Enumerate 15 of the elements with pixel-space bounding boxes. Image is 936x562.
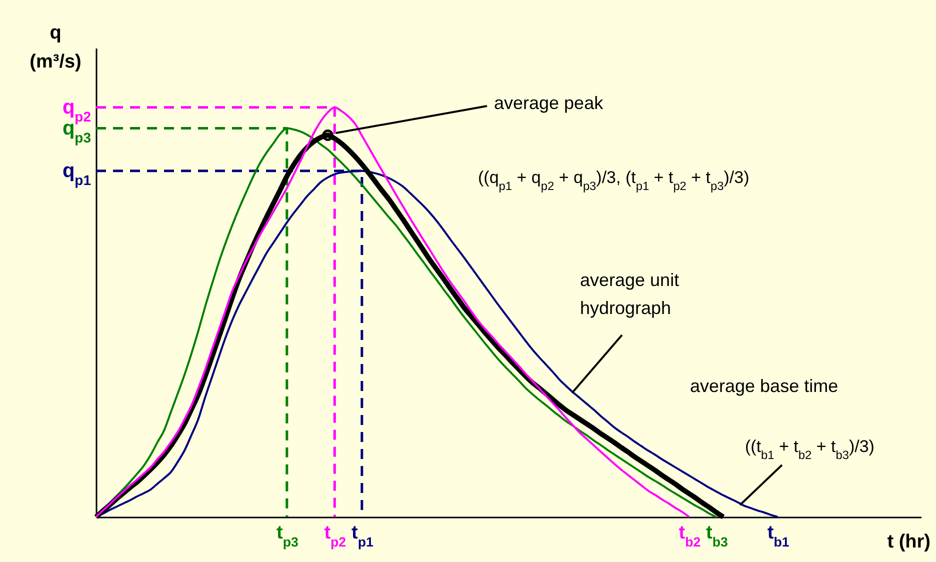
x-tick-label: t$_{b3}$	[706, 522, 728, 549]
x-tick-label: t$_{b1}$	[767, 522, 790, 549]
x-tick-label: t$_{p3}$	[276, 522, 298, 549]
annotation: average base time	[690, 376, 838, 396]
text: ((q$_{p1}$ + q$_{p2}$ + q$_{p3}$)/3, (t$_{p1}$ + t$_{p2}$ + t$_{p3}$)/3)	[478, 168, 750, 193]
annotation: average peak	[494, 93, 604, 113]
text: q$_{p1}$	[62, 160, 92, 188]
annotation: ((t$_{b1}$ + t$_{b2}$ + t$_{b3}$)/3)	[745, 437, 874, 462]
x-axis-title: t (hr)	[887, 532, 930, 552]
annotation: average unit hydrograph	[580, 270, 680, 318]
x-tick-label: t$_{p2}$	[324, 522, 346, 549]
x-tick-label: t$_{p1}$	[351, 522, 374, 549]
x-tick-label: t$_{b2}$	[678, 522, 701, 549]
y-axis-title: q (m³/s)	[30, 22, 82, 72]
text: q$_{p2}$	[62, 96, 92, 124]
